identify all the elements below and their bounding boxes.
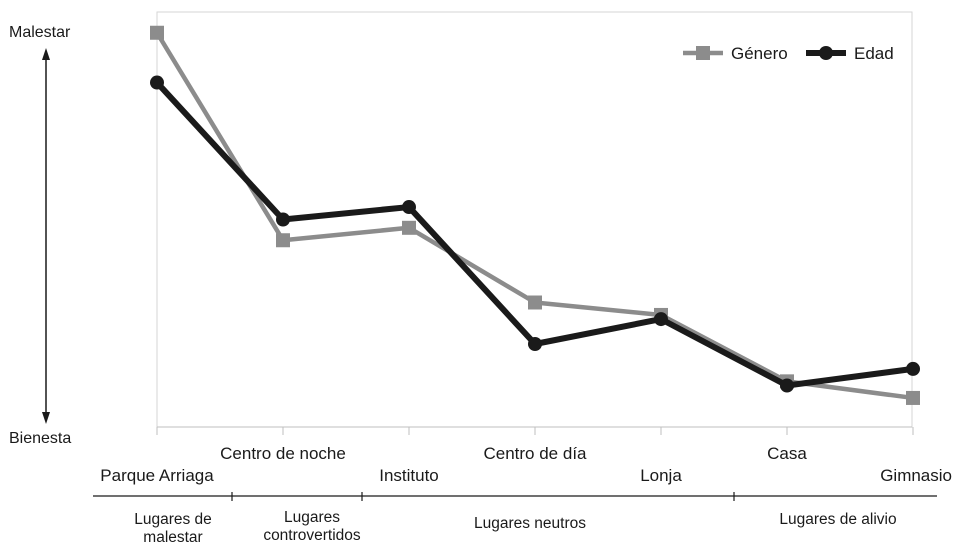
x-ticks	[156, 427, 914, 435]
group-label-malestar-line2: malestar	[143, 529, 202, 543]
point-edad-instituto	[402, 200, 416, 215]
x-tick-label-centro-de-dia: Centro de día	[483, 444, 587, 463]
point-edad-centro-de-noche	[276, 212, 290, 227]
legend-edad-marker	[819, 46, 833, 60]
group-label-alivio: Lugares de alivio	[779, 511, 896, 528]
group-label-malestar-line1: Lugares de	[134, 511, 212, 528]
x-tick-label-instituto: Instituto	[379, 466, 439, 485]
legend-genero-label: Género	[731, 44, 788, 63]
point-edad-centro-de-dia	[528, 337, 542, 351]
legend-edad-label: Edad	[854, 44, 894, 63]
legend: Género Edad	[683, 44, 894, 63]
x-tick-label-lonja: Lonja	[640, 466, 682, 485]
group-label-controvertidos-line1: Lugares	[284, 509, 340, 526]
point-edad-lonja	[654, 312, 668, 327]
scale-arrow-down-head	[42, 412, 50, 424]
legend-genero-marker	[696, 46, 710, 60]
scale-arrow-up-head	[42, 48, 50, 60]
group-label-controvertidos-line2: controvertidos	[263, 527, 361, 543]
x-tick-label-parque-arriaga: Parque Arriaga	[100, 466, 214, 485]
point-edad-gimnasio	[906, 361, 920, 376]
bienestar-label: Bienesta	[9, 430, 71, 447]
point-genero-parque-arriaga	[150, 25, 164, 40]
series-edad	[150, 75, 920, 393]
point-genero-instituto	[402, 220, 416, 235]
point-genero-centro-de-noche	[276, 233, 290, 248]
x-tick-label-casa: Casa	[767, 444, 807, 463]
group-label-neutros: Lugares neutros	[474, 515, 586, 532]
point-genero-gimnasio	[906, 390, 920, 405]
x-tick-labels: Parque Arriaga Centro de noche Instituto Ce…	[100, 444, 952, 485]
x-tick-label-gimnasio: Gimnasio	[880, 466, 952, 485]
point-genero-centro-de-dia	[528, 295, 542, 310]
malestar-label: Malestar	[9, 24, 71, 41]
series-layer	[150, 25, 920, 405]
point-edad-parque-arriaga	[150, 75, 164, 90]
point-edad-casa	[780, 378, 794, 393]
x-tick-label-centro-de-noche: Centro de noche	[220, 444, 346, 463]
